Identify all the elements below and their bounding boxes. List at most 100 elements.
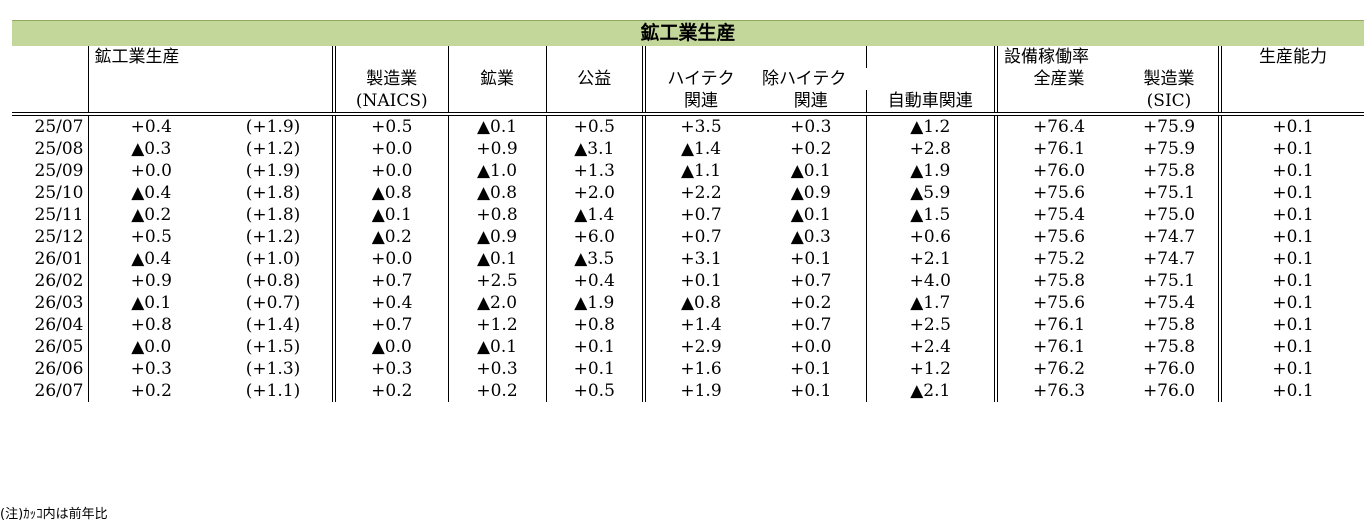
cell-mfg: ▲0.2 [332,226,448,248]
cell-capacity: +0.1 [1218,314,1364,336]
cell-mining: +2.5 [447,270,546,292]
cell-period: 25/07 [34,117,84,137]
cell-ex-hitech: +0.1 [790,249,832,269]
cell-utilities: +6.0 [545,226,644,248]
cell-util-all: +76.3 [994,380,1120,402]
cell-mining: +0.9 [447,138,546,160]
cell-mfg: +0.0 [332,160,448,182]
cell-hitech: +2.9 [642,336,756,358]
cell-auto: +2.8 [865,138,996,160]
cell-util-mfg: +75.4 [1142,293,1196,313]
header-ex-hitech: 除ハイテク [756,68,996,90]
header-group-utilization: 設備稼働率 [994,46,1220,68]
cell-util-mfg: +75.9 [1142,117,1196,137]
cell-total: +0.9 [87,270,214,292]
cell-ex-hitech: +0.3 [790,117,832,137]
cell-mfg: ▲0.1 [332,204,448,226]
cell-auto: ▲5.9 [865,182,996,204]
cell-hitech: ▲1.4 [642,138,756,160]
cell-mfg: +0.0 [332,248,448,270]
table-row: 25/09 +0.0 (+1.9) +0.0 ▲1.0 +1.3 ▲1.1 ▲0.1 ▲1.9 +… [12,160,1364,182]
cell-mining: +0.3 [447,358,546,380]
cell-yoy: (+1.2) [245,227,301,247]
cell-util-all: +75.6 [994,292,1120,314]
cell-yoy: (+1.5) [245,337,301,357]
cell-util-mfg: +75.8 [1142,315,1196,335]
cell-total: +0.2 [87,380,214,402]
cell-util-all: +75.2 [994,248,1120,270]
table-row: 26/07 +0.2 (+1.1) +0.2 +0.2 +0.5 +1.9 +0.1 ▲2.1 +… [12,380,1364,402]
cell-util-all: +76.1 [994,138,1120,160]
table-row: 26/01 ▲0.4 (+1.0) +0.0 ▲0.1 ▲3.5 +3.1 +0.1 +2.1 +… [12,248,1364,270]
cell-capacity: +0.1 [1218,380,1364,402]
cell-capacity: +0.1 [1218,358,1364,380]
cell-hitech: +3.1 [642,248,756,270]
cell-util-all: +76.4 [994,114,1120,138]
header-hitech: ハイテク [642,68,756,90]
cell-auto: +2.5 [865,314,996,336]
cell-capacity: +0.1 [1218,114,1364,138]
header-hitech-related: 関連 [642,90,756,116]
cell-hitech: +1.9 [642,380,756,402]
table-row: 26/02 +0.9 (+0.8) +0.7 +2.5 +0.4 +0.1 +0.7 +4.0 +… [12,270,1364,292]
table-title: 鉱工業生産 [12,20,1364,46]
cell-hitech: +0.7 [642,226,756,248]
cell-ex-hitech: +0.1 [790,381,832,401]
cell-yoy: (+1.4) [245,315,301,335]
cell-yoy: (+1.0) [245,249,301,269]
cell-hitech: +0.1 [642,270,756,292]
cell-auto: +0.6 [865,226,996,248]
cell-period: 26/04 [34,315,84,335]
cell-mfg: +0.5 [332,114,448,138]
cell-auto: ▲1.7 [865,292,996,314]
cell-mfg: +0.7 [332,314,448,336]
table-row: 25/07 +0.4 (+1.9) +0.5 ▲0.1 +0.5 +3.5 +0.3 ▲1.2 +… [12,114,1364,138]
cell-yoy: (+1.9) [245,117,301,137]
table-row: 25/10 ▲0.4 (+1.8) ▲0.8 ▲0.8 +2.0 +2.2 ▲0.9 ▲5.9 +… [12,182,1364,204]
cell-hitech: +3.5 [642,114,756,138]
cell-mining: +1.2 [447,314,546,336]
cell-mining: ▲2.0 [447,292,546,314]
cell-utilities: +0.8 [545,314,644,336]
cell-hitech: +1.4 [642,314,756,336]
cell-capacity: +0.1 [1218,160,1364,182]
cell-ex-hitech: +0.0 [790,337,832,357]
cell-ex-hitech: ▲0.1 [790,205,831,225]
production-table: 鉱工業生産 設備稼働率 生産能力 製造業 鉱業 公益 ハイテク 除ハイテク 全産… [12,46,1364,402]
cell-util-mfg: +75.8 [1142,337,1196,357]
cell-total: ▲0.1 [87,292,214,314]
cell-mfg: ▲0.8 [332,182,448,204]
cell-mining: ▲0.1 [447,336,546,358]
cell-utilities: +0.5 [545,380,644,402]
cell-period: 26/03 [34,293,84,313]
header-all-industry: 全産業 [994,68,1120,90]
cell-yoy: (+0.7) [245,293,301,313]
cell-mfg: +0.7 [332,270,448,292]
cell-total: ▲0.0 [87,336,214,358]
cell-capacity: +0.1 [1218,270,1364,292]
cell-util-all: +76.1 [994,314,1120,336]
cell-total: ▲0.3 [87,138,214,160]
cell-util-all: +76.1 [994,336,1120,358]
cell-yoy: (+1.8) [245,205,301,225]
cell-util-mfg: +76.0 [1142,381,1196,401]
table-row: 26/05 ▲0.0 (+1.5) ▲0.0 ▲0.1 +0.1 +2.9 +0.0 +2.4 +… [12,336,1364,358]
cell-yoy: (+1.2) [245,139,301,159]
cell-util-all: +75.4 [994,204,1120,226]
footnote: (注)ｶｯｺ内は前年比 [0,507,108,522]
cell-capacity: +0.1 [1218,226,1364,248]
cell-util-all: +75.6 [994,182,1120,204]
header-ex-hitech-related: 関連 [756,90,866,116]
cell-hitech: ▲1.1 [642,160,756,182]
cell-util-mfg: +74.7 [1142,227,1196,247]
cell-period: 26/07 [34,381,84,401]
cell-mining: ▲0.8 [447,182,546,204]
cell-util-mfg: +75.9 [1142,139,1196,159]
table-row: 25/11 ▲0.2 (+1.8) ▲0.1 +0.8 ▲1.4 +0.7 ▲0.1 ▲1.5 +… [12,204,1364,226]
header-capacity: 生産能力 [1218,46,1364,68]
cell-auto: +4.0 [865,270,996,292]
cell-capacity: +0.1 [1218,336,1364,358]
cell-yoy: (+1.8) [245,183,301,203]
cell-utilities: +0.1 [545,336,644,358]
cell-ex-hitech: ▲0.1 [790,161,831,181]
